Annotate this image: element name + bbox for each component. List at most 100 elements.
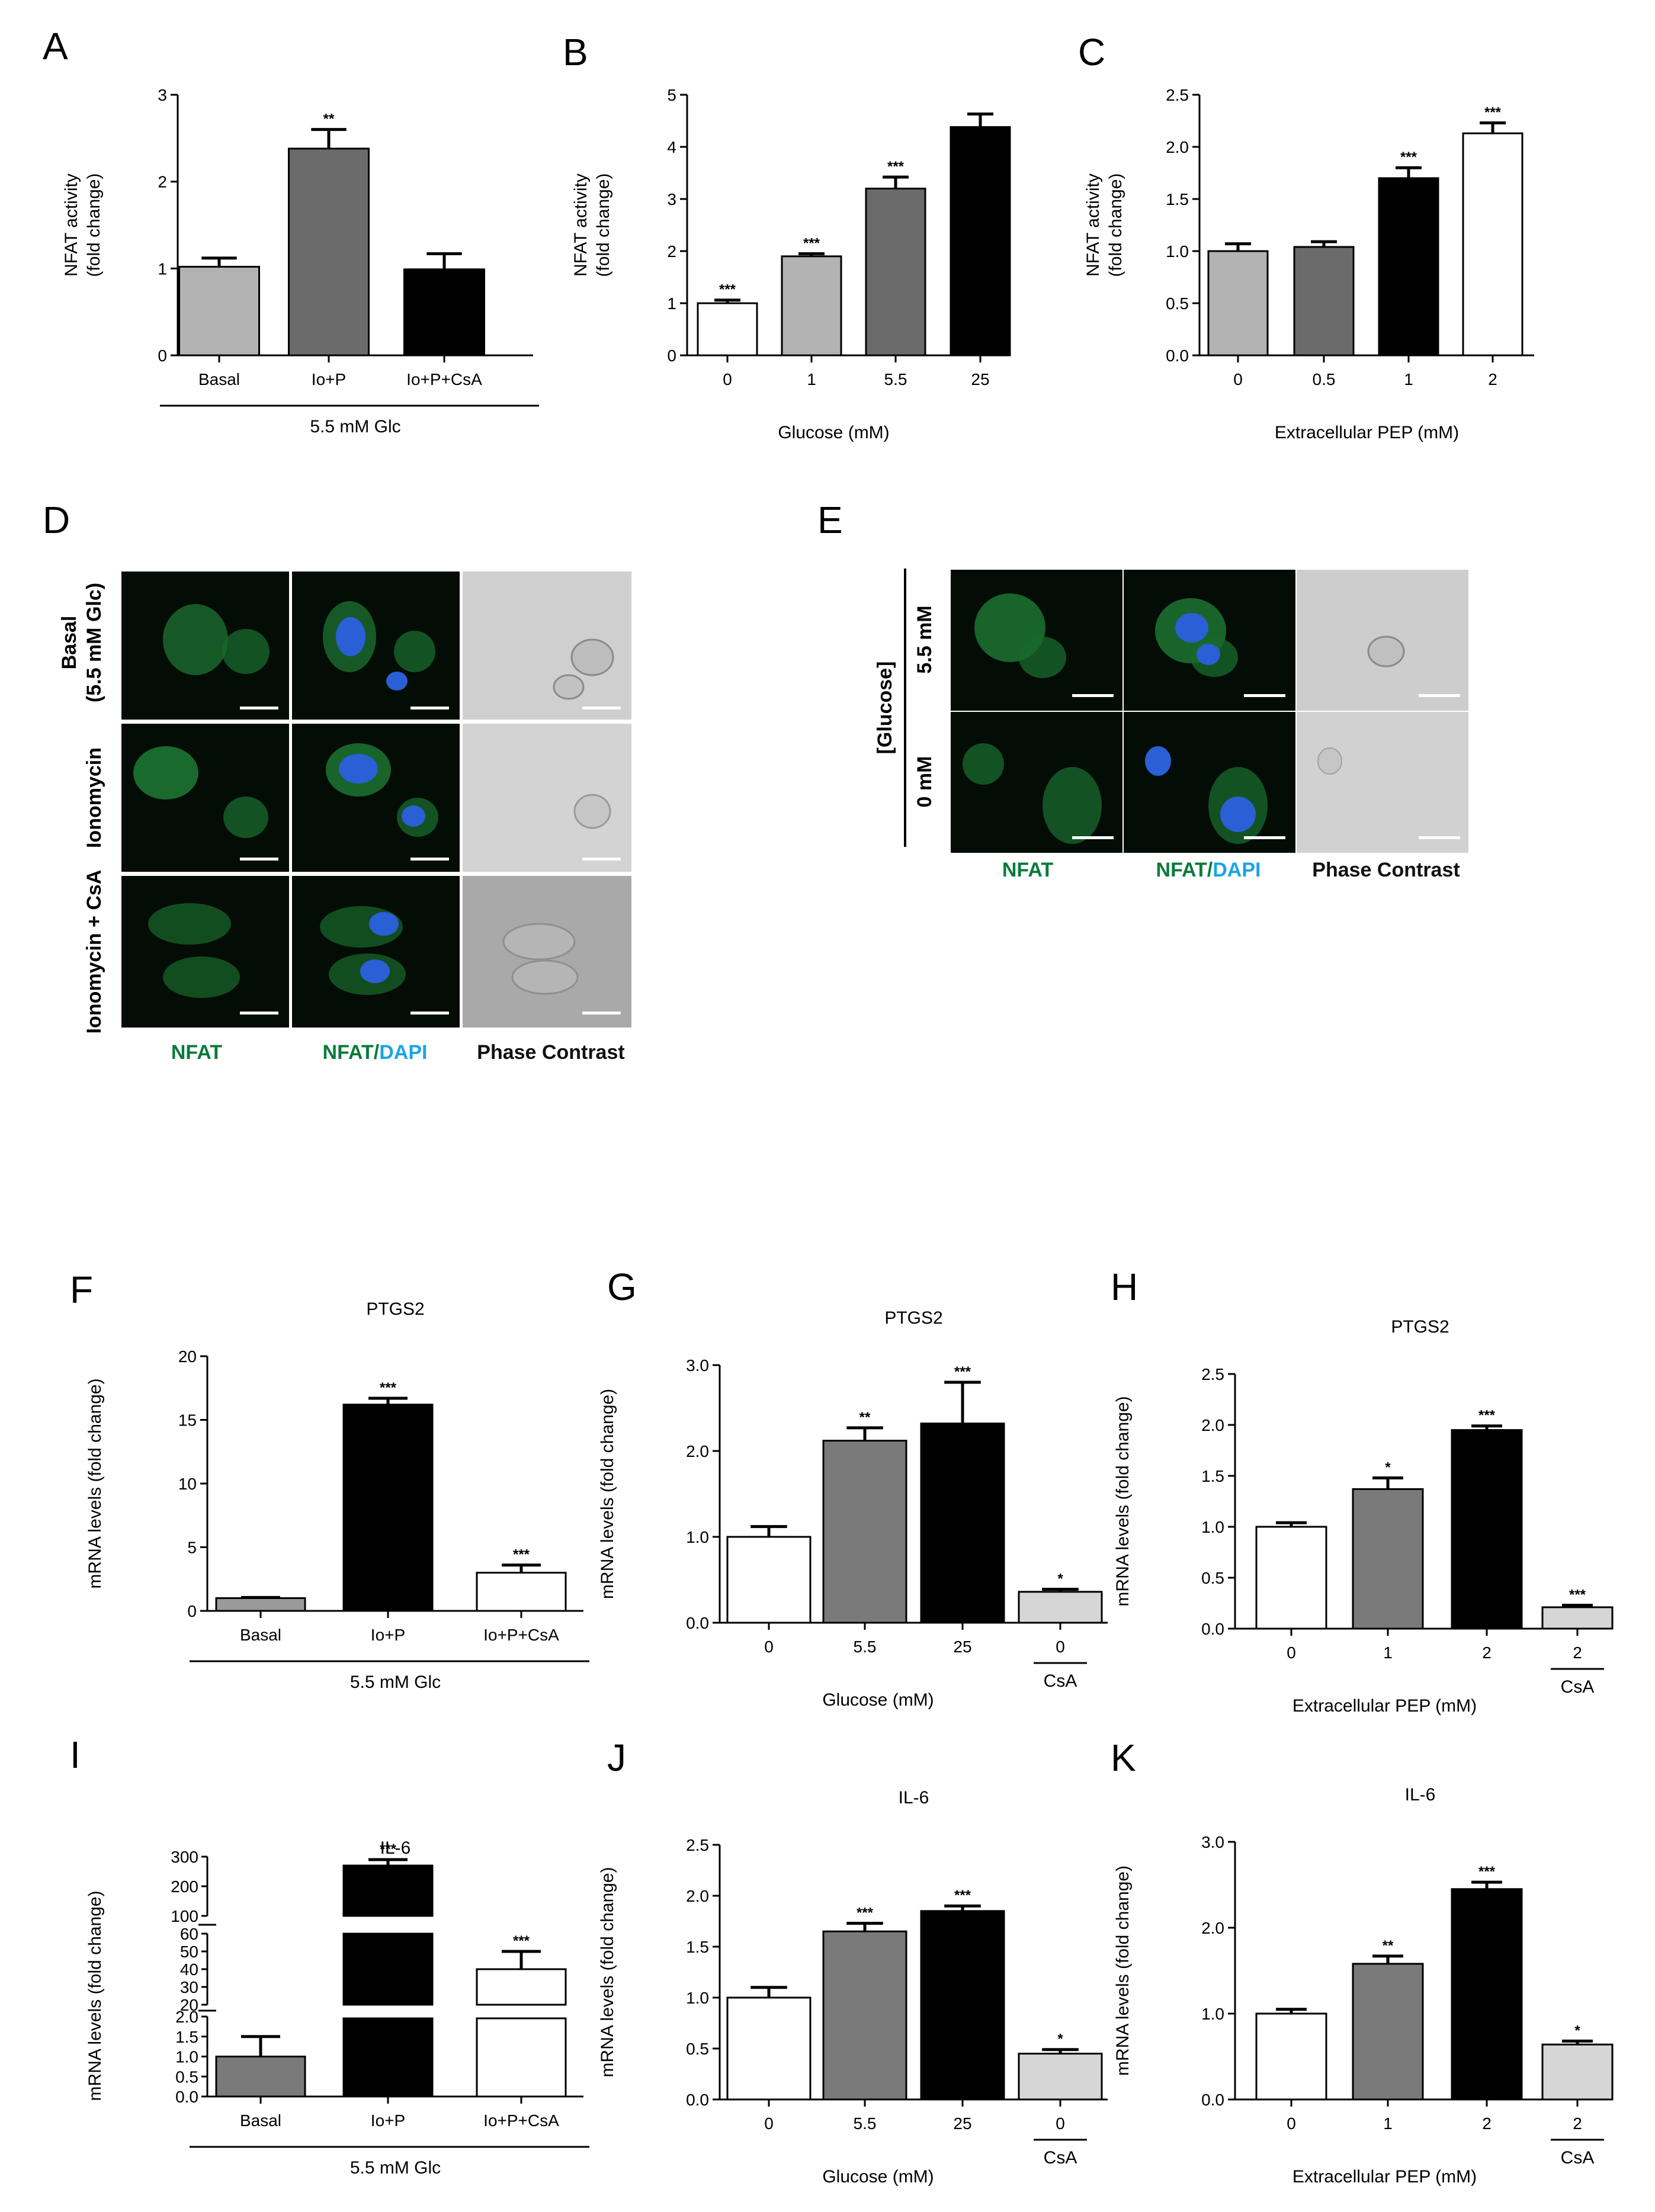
scale-bar bbox=[1244, 694, 1285, 697]
significance-label: *** bbox=[887, 159, 905, 175]
e-row-label-0mm: 0 mM bbox=[913, 756, 936, 808]
cell-green bbox=[148, 903, 231, 945]
y-tick-label: 60 bbox=[180, 1925, 198, 1943]
bar bbox=[476, 2017, 567, 2098]
bar bbox=[1255, 1526, 1327, 1630]
y-tick-label: 2.0 bbox=[1201, 1919, 1224, 1937]
significance-label: * bbox=[1385, 1459, 1391, 1475]
cell-green bbox=[133, 746, 198, 800]
group-label: 5.5 mM Glc bbox=[350, 1672, 441, 1692]
panel-label-k: K bbox=[1111, 1736, 1136, 1779]
x-tick-label: Basal bbox=[240, 2111, 281, 2130]
y-axis-label: NFAT activity bbox=[1083, 174, 1103, 277]
image-d-ionomycin-nfat bbox=[121, 724, 289, 872]
scale-bar bbox=[582, 707, 621, 709]
x-tick-label: 0 bbox=[1287, 1643, 1296, 1662]
x-tick-label: 0 bbox=[764, 1638, 774, 1656]
image-d-ionomycin-phase bbox=[463, 724, 631, 872]
csa-label: CsA bbox=[1561, 1677, 1595, 1697]
bar bbox=[920, 1910, 1005, 2101]
x-tick-label: 25 bbox=[953, 1638, 971, 1656]
chart-title: IL-6 bbox=[380, 1838, 411, 1858]
micrograph-panel-d: D bbox=[43, 499, 631, 1064]
significance-label: ** bbox=[859, 1410, 871, 1426]
scale-bar bbox=[1244, 836, 1285, 839]
nucleus-blue bbox=[336, 617, 365, 656]
d-col-label-nfat: NFAT bbox=[171, 1041, 222, 1064]
y-tick-label: 1 bbox=[158, 259, 167, 278]
cell-outline bbox=[553, 674, 585, 700]
scale-bar bbox=[582, 858, 621, 861]
nucleus-blue bbox=[386, 672, 408, 691]
chart-panel-j: J 0.0 0.5 1.0 1.5 2.0 2.5 0 *** 5.5 *** 25 * 0 IL-6 mRN… bbox=[598, 1736, 1108, 2187]
y-tick-label: 0 bbox=[187, 1602, 197, 1620]
y-tick-label: 20 bbox=[180, 1996, 198, 2014]
image-e-0mm-nfat-dapi bbox=[1124, 712, 1295, 853]
y-tick-label: 0.5 bbox=[1201, 1569, 1224, 1587]
cell-outline bbox=[511, 959, 579, 995]
y-tick-label: 2.0 bbox=[686, 1887, 709, 1905]
bar bbox=[342, 1932, 434, 2006]
panel-label-g: G bbox=[607, 1266, 637, 1308]
bar bbox=[822, 1930, 907, 2101]
significance-label: *** bbox=[380, 1380, 397, 1396]
dapi-text: DAPI bbox=[1213, 859, 1261, 881]
bar bbox=[781, 255, 842, 357]
significance-label: *** bbox=[1478, 1864, 1496, 1880]
bar bbox=[342, 1404, 434, 1612]
bar bbox=[1018, 2053, 1103, 2101]
y-tick-label: 0 bbox=[158, 346, 167, 365]
x-tick-label: Io+P+CsA bbox=[483, 1626, 559, 1644]
cell-green bbox=[1043, 767, 1102, 844]
y-tick-label: 20 bbox=[178, 1347, 197, 1366]
panel-label-c: C bbox=[1078, 31, 1105, 73]
bar bbox=[1451, 1429, 1523, 1630]
y-tick-label: 2.5 bbox=[1201, 1365, 1224, 1383]
significance-label: *** bbox=[803, 235, 820, 251]
y-tick-label: 2.5 bbox=[1166, 86, 1189, 104]
d-col-label-nfat-dapi: NFAT/DAPI bbox=[323, 1041, 428, 1064]
cell-outline bbox=[502, 923, 576, 961]
y-axis-label: mRNA levels (fold change) bbox=[1113, 1866, 1133, 2076]
significance-label: * bbox=[1057, 1571, 1063, 1587]
image-d-ionomycin-csa-nfat bbox=[121, 876, 289, 1028]
y-tick-label: 0.5 bbox=[1166, 294, 1189, 313]
chart-panel-g: G 0.0 1.0 2.0 3.0 0 ** 5.5 *** 25 * 0 PTGS2 mRNA leve… bbox=[598, 1266, 1108, 1710]
y-axis-label: (fold change) bbox=[594, 173, 613, 277]
x-tick-label: 1 bbox=[1404, 370, 1413, 389]
x-tick-label: 0 bbox=[1056, 1638, 1065, 1656]
cell-green bbox=[394, 631, 435, 672]
e-col-label-nfat-dapi: NFAT/DAPI bbox=[1156, 859, 1261, 881]
y-axis-label: NFAT activity bbox=[571, 174, 591, 277]
x-tick-label: 2 bbox=[1573, 1643, 1582, 1662]
y-axis-label: mRNA levels (fold change) bbox=[1113, 1396, 1133, 1606]
x-tick-label: 2 bbox=[1482, 1643, 1492, 1662]
y-tick-label: 30 bbox=[180, 1978, 198, 1996]
y-tick-label: 2 bbox=[667, 242, 676, 261]
y-tick-label: 1.0 bbox=[1166, 242, 1189, 261]
significance-label: *** bbox=[954, 1364, 971, 1380]
scale-bar bbox=[582, 1012, 621, 1014]
panel-label-b: B bbox=[563, 31, 588, 73]
bar bbox=[1207, 250, 1269, 357]
bar bbox=[1018, 1591, 1103, 1624]
significance-label: *** bbox=[719, 282, 736, 298]
y-tick-label: 1.5 bbox=[175, 2028, 198, 2046]
significance-label: ** bbox=[323, 111, 335, 127]
y-tick-label: 15 bbox=[178, 1411, 197, 1430]
y-axis-label: (fold change) bbox=[1106, 173, 1125, 277]
y-tick-label: 4 bbox=[667, 138, 676, 156]
scale-bar bbox=[1072, 694, 1114, 697]
x-tick-label: 0 bbox=[723, 370, 732, 389]
y-tick-label: 50 bbox=[180, 1943, 198, 1961]
scale-bar bbox=[1072, 836, 1114, 839]
chart-title: PTGS2 bbox=[884, 1308, 942, 1328]
x-axis-label: Extracellular PEP (mM) bbox=[1292, 1696, 1477, 1716]
x-tick-label: 0.5 bbox=[1313, 370, 1336, 389]
panel-label-i: I bbox=[70, 1733, 81, 1776]
scale-bar bbox=[1419, 836, 1460, 839]
x-tick-label: Io+P bbox=[371, 2111, 405, 2130]
x-tick-label: 0 bbox=[1233, 370, 1243, 389]
